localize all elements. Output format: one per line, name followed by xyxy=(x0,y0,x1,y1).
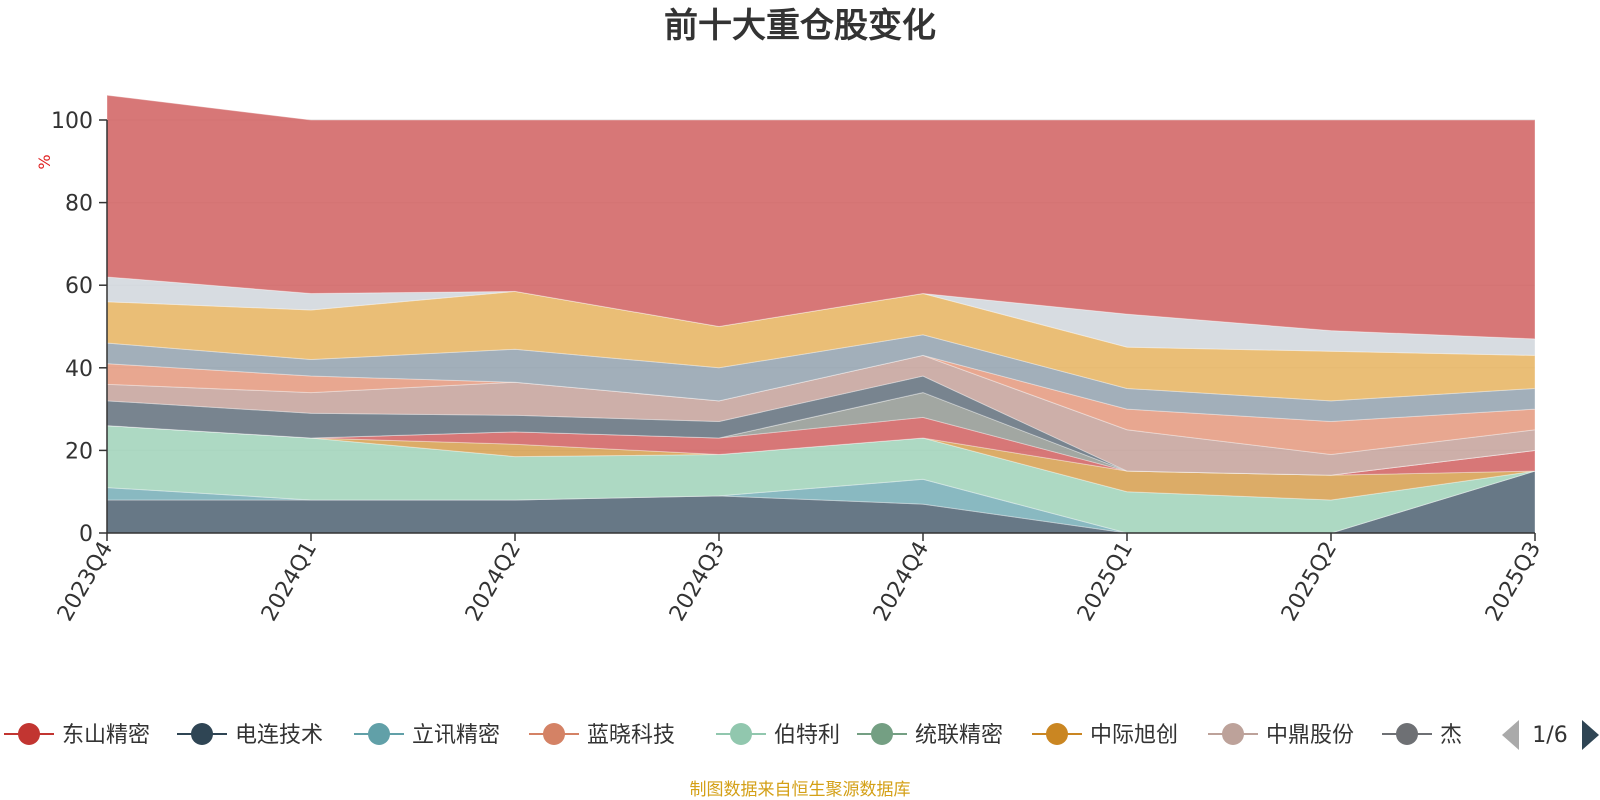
legend-marker xyxy=(18,723,40,745)
legend-label: 东山精密 xyxy=(62,723,150,748)
legend-item[interactable]: 杰 xyxy=(1382,723,1462,748)
area-series-11[interactable] xyxy=(106,276,1536,356)
x-tick-label: 2025Q2 xyxy=(1277,538,1342,626)
legend-item[interactable]: 蓝晓科技 xyxy=(529,723,675,748)
legend-marker xyxy=(543,723,565,745)
area-series-9[interactable] xyxy=(106,334,1536,422)
legend-label: 杰 xyxy=(1440,723,1462,748)
source-note: 制图数据来自恒生聚源数据库 xyxy=(690,780,911,800)
legend: 东山精密 电连技术 立讯精密 蓝晓科技 伯特利 统联精密 中际旭创 中鼎股份 杰 1/6 xyxy=(4,720,1599,750)
y-tick-label: 100 xyxy=(51,109,93,134)
legend-label: 蓝晓科技 xyxy=(587,723,675,748)
x-tick-label: 2024Q3 xyxy=(665,538,730,626)
y-axis-label: % xyxy=(35,154,54,169)
legend-label: 中鼎股份 xyxy=(1266,723,1354,748)
x-axis: 2023Q4 2024Q1 2024Q2 2024Q3 2024Q4 2025Q1 2025… xyxy=(53,532,1546,626)
legend-label: 统联精密 xyxy=(915,723,1003,748)
legend-marker xyxy=(871,723,893,745)
legend-marker xyxy=(730,723,752,745)
legend-page-indicator: 1/6 xyxy=(1532,723,1567,748)
legend-label: 立讯精密 xyxy=(412,723,500,748)
legend-label: 中际旭创 xyxy=(1090,723,1178,748)
y-tick-label: 80 xyxy=(65,192,93,217)
legend-marker xyxy=(1046,723,1068,745)
legend-item[interactable]: 伯特利 xyxy=(716,723,840,748)
y-tick-label: 20 xyxy=(65,439,93,464)
legend-marker xyxy=(191,723,213,745)
legend-prev-icon[interactable] xyxy=(1502,720,1519,750)
x-tick-label: 2023Q4 xyxy=(53,538,118,626)
x-tick-label: 2024Q2 xyxy=(461,538,526,626)
legend-item[interactable]: 立讯精密 xyxy=(354,723,500,748)
x-tick-label: 2024Q1 xyxy=(257,538,322,626)
chart-title: 前十大重仓股变化 xyxy=(664,6,936,46)
x-tick-label: 2025Q3 xyxy=(1481,538,1546,626)
area-series-12[interactable] xyxy=(106,94,1536,340)
legend-next-icon[interactable] xyxy=(1582,720,1599,750)
legend-label: 伯特利 xyxy=(774,723,840,748)
legend-item[interactable]: 东山精密 xyxy=(4,723,150,748)
y-tick-label: 40 xyxy=(65,357,93,382)
legend-marker xyxy=(1396,723,1418,745)
legend-marker xyxy=(368,723,390,745)
legend-marker xyxy=(1222,723,1244,745)
legend-item[interactable]: 统联精密 xyxy=(857,723,1003,748)
area-series-10[interactable] xyxy=(106,290,1536,402)
legend-item[interactable]: 中际旭创 xyxy=(1032,723,1178,748)
y-tick-label: 0 xyxy=(79,522,93,547)
y-tick-label: 60 xyxy=(65,274,93,299)
x-tick-label: 2024Q4 xyxy=(869,538,934,626)
legend-item[interactable]: 电连技术 xyxy=(177,723,323,748)
legend-item[interactable]: 中鼎股份 xyxy=(1208,723,1354,748)
y-axis: 0 20 40 60 80 100 xyxy=(51,109,108,547)
legend-label: 电连技术 xyxy=(235,723,323,748)
plot-area xyxy=(106,94,1536,534)
x-tick-label: 2025Q1 xyxy=(1073,538,1138,626)
